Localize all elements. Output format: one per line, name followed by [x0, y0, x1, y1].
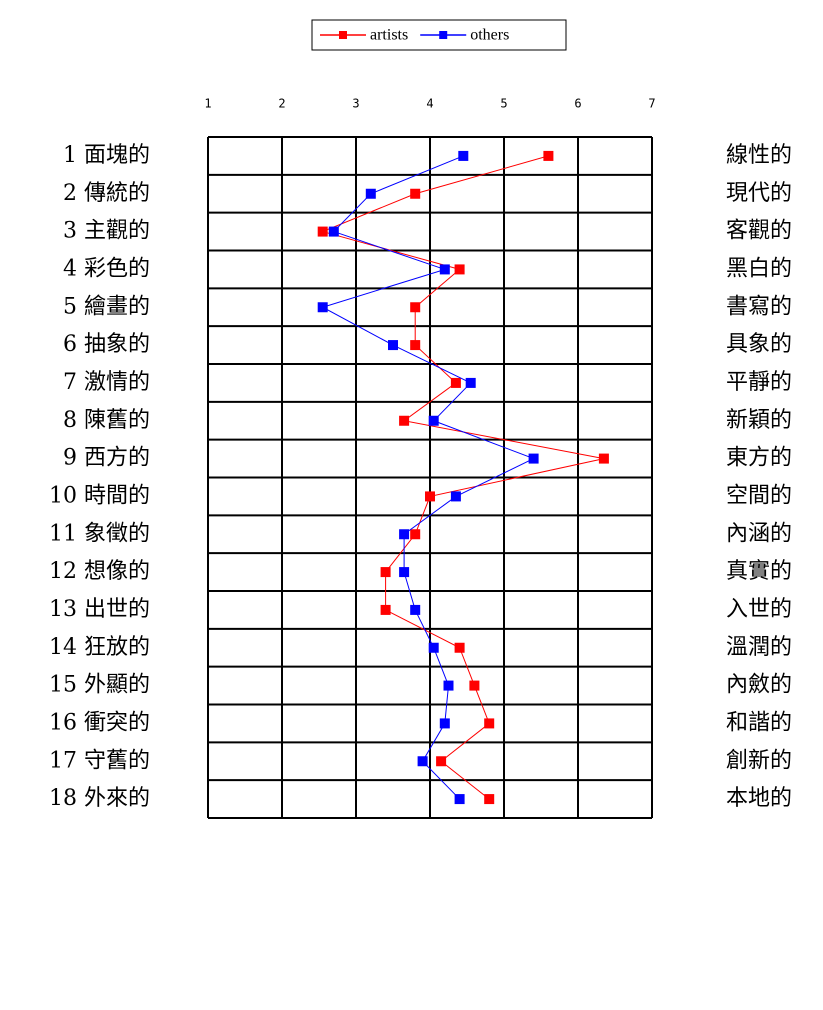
marker	[428, 415, 439, 426]
marker	[410, 340, 421, 351]
marker	[439, 718, 450, 729]
left-label: 10 時間的	[49, 483, 150, 508]
series-line	[321, 155, 535, 800]
marker	[428, 642, 439, 653]
marker	[410, 529, 421, 540]
marker	[543, 150, 554, 161]
marker	[410, 188, 421, 199]
right-label: 溫潤的	[726, 635, 792, 660]
marker	[365, 188, 376, 199]
marker	[436, 756, 447, 767]
left-label: 17 守舊的	[49, 748, 150, 773]
marker	[380, 567, 391, 578]
x-tick-label: 5	[500, 97, 507, 111]
series-line	[321, 155, 605, 800]
marker	[454, 642, 465, 653]
marker	[469, 680, 480, 691]
marker	[399, 529, 410, 540]
left-label: 6 抽象的	[63, 332, 150, 357]
right-label: 空間的	[726, 483, 792, 508]
marker	[528, 453, 539, 464]
marker	[417, 756, 428, 767]
right-label: 東方的	[726, 446, 792, 471]
left-label: 16 衝突的	[49, 710, 150, 735]
right-label: 真實的	[726, 559, 792, 584]
left-label: 8 陳舊的	[63, 408, 150, 433]
left-label: 9 西方的	[63, 446, 150, 471]
marker	[454, 794, 465, 805]
marker	[458, 150, 469, 161]
legend-label: artists	[370, 27, 408, 44]
marker	[399, 567, 410, 578]
right-label: 本地的	[726, 786, 792, 811]
right-label: 具象的	[726, 332, 792, 357]
left-label: 4 彩色的	[63, 256, 150, 281]
marker	[454, 264, 465, 275]
right-label: 內涵的	[726, 521, 792, 546]
marker	[328, 226, 339, 237]
marker	[410, 302, 421, 313]
marker	[439, 264, 450, 275]
x-tick-label: 7	[648, 97, 655, 111]
left-label: 12 想像的	[49, 559, 150, 584]
right-label: 書寫的	[726, 294, 792, 319]
legend-marker	[439, 31, 448, 39]
left-label: 18 外來的	[49, 786, 150, 811]
right-label: 線性的	[726, 143, 792, 168]
right-label: 創新的	[726, 748, 792, 773]
right-label: 和諧的	[726, 710, 792, 735]
left-label: 13 出世的	[49, 597, 150, 622]
left-label: 11 象徵的	[49, 521, 150, 546]
right-label: 平靜的	[726, 370, 792, 395]
marker	[465, 377, 476, 388]
x-tick-label: 2	[278, 97, 285, 111]
x-tick-label: 6	[574, 97, 581, 111]
left-label: 3 主觀的	[63, 219, 150, 244]
marker	[388, 340, 398, 351]
right-label: 黑白的	[726, 256, 792, 281]
marker	[425, 491, 435, 502]
marker	[410, 604, 421, 615]
left-label: 14 狂放的	[49, 635, 150, 660]
marker	[380, 604, 391, 615]
left-label: 1 面塊的	[63, 143, 150, 168]
right-label: 入世的	[726, 597, 792, 622]
marker	[450, 377, 461, 388]
right-label: 現代的	[726, 181, 792, 206]
x-tick-label: 3	[352, 97, 359, 111]
x-tick-label: 1	[204, 97, 211, 111]
right-label: 新穎的	[726, 408, 792, 433]
marker	[399, 415, 410, 426]
marker	[484, 718, 495, 729]
marker	[598, 453, 609, 464]
right-label: 客觀的	[726, 219, 792, 244]
left-label: 5 繪畫的	[63, 294, 150, 319]
marker	[317, 302, 328, 313]
right-label: 內斂的	[726, 673, 792, 698]
left-label: 7 激情的	[63, 370, 150, 395]
legend-label: others	[470, 27, 509, 44]
left-label: 15 外顯的	[49, 673, 150, 698]
left-label: 2 傳統的	[63, 181, 150, 206]
x-tick-label: 4	[426, 97, 433, 111]
marker	[443, 680, 454, 691]
legend-marker	[339, 31, 347, 39]
marker	[317, 226, 328, 237]
marker	[484, 794, 495, 805]
marker	[450, 491, 461, 502]
